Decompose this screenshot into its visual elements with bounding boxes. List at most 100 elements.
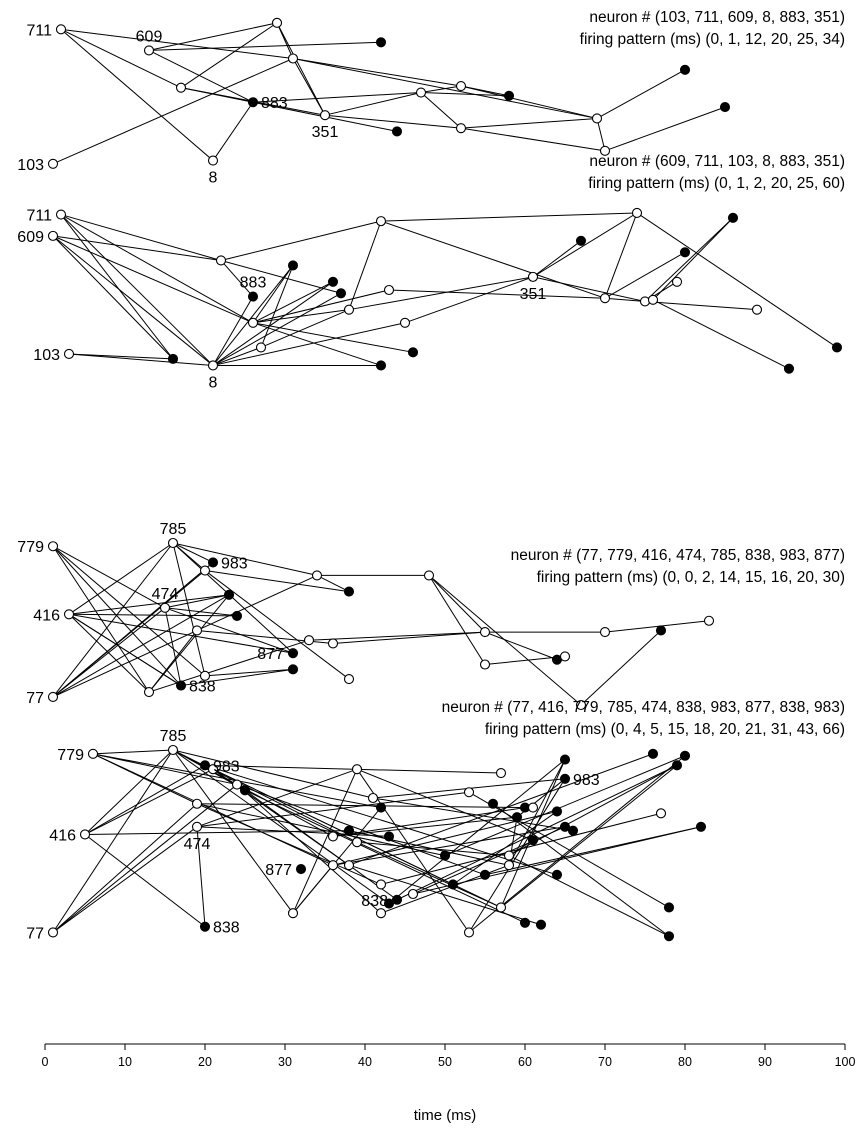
fired-neuron-dot — [447, 879, 459, 890]
edge-line — [204, 764, 558, 876]
neuron-dot — [207, 155, 219, 166]
edge-line — [92, 753, 238, 786]
neuron-dot — [311, 570, 323, 581]
neuron-dot — [167, 537, 179, 549]
neuron-dot — [255, 342, 267, 353]
edge-line — [68, 613, 150, 693]
neuron-dot — [631, 207, 643, 218]
edge-line — [148, 630, 198, 693]
edge-line — [308, 631, 486, 641]
neuron-label: 779 — [57, 747, 84, 764]
neuron-dot — [559, 651, 571, 662]
neuron-dot — [167, 744, 179, 756]
edge-line — [204, 668, 294, 677]
edge-line — [428, 575, 486, 633]
edge-line — [164, 594, 230, 609]
edge-line — [252, 265, 294, 324]
fired-neuron-dot — [575, 235, 587, 246]
fired-neuron-dot — [287, 664, 299, 675]
edge-line — [532, 276, 646, 302]
neuron-label: 883 — [261, 95, 288, 112]
edge-line — [332, 631, 486, 644]
edge-line — [148, 639, 310, 693]
neuron-label: 983 — [573, 772, 600, 789]
edge-line — [52, 542, 174, 698]
edge-line — [596, 69, 686, 119]
fired-neuron-dot — [391, 126, 403, 137]
edge-line — [196, 826, 390, 837]
fired-neuron-dot — [439, 850, 451, 861]
fired-neuron-dot — [287, 260, 299, 271]
edge-line — [180, 668, 294, 687]
x-axis-ticks: 0 10 20 30 40 50 60 70 80 90 100 — [42, 1044, 855, 1069]
fired-neuron-dot — [679, 750, 691, 761]
neuron-dot — [463, 927, 475, 938]
edge-line — [68, 353, 174, 360]
edge-line — [292, 768, 358, 914]
edge-line — [164, 607, 238, 617]
edge-line — [348, 220, 382, 310]
neuron-dot — [703, 615, 715, 626]
neuron-list-annotation: neuron # (77, 779, 416, 474, 785, 838, 9… — [511, 547, 845, 564]
neuron-dot — [343, 674, 355, 685]
neuron-dot — [463, 787, 475, 798]
edge-line — [196, 803, 534, 809]
neuron-dot — [343, 860, 355, 871]
firing-pattern-annotation: firing pattern (ms) (0, 1, 12, 20, 25, 3… — [580, 31, 845, 48]
neuron-dot — [599, 627, 611, 638]
neuron-dot — [231, 779, 243, 790]
edge-line — [172, 542, 294, 654]
neuron-list-annotation: neuron # (609, 711, 103, 8, 883, 351) — [589, 153, 845, 170]
edge-line — [260, 265, 294, 348]
edge-line — [532, 240, 582, 278]
edge-line — [388, 759, 566, 904]
neuron-dot — [383, 284, 395, 296]
x-tick-label: 80 — [678, 1055, 692, 1069]
edge-line — [484, 655, 566, 665]
fired-neuron-dot — [647, 748, 659, 759]
neuron-dot — [527, 802, 539, 813]
neuron-label: 351 — [312, 124, 339, 141]
neuron-dot — [751, 304, 763, 315]
edge-line — [196, 803, 446, 857]
edge-line — [332, 807, 526, 837]
edge-line — [252, 322, 414, 353]
neuron-dot — [143, 686, 155, 698]
neuron-dot — [327, 638, 339, 649]
neuron-dot — [47, 541, 59, 552]
neuron-dot — [159, 602, 171, 613]
x-axis-label: time (ms) — [414, 1107, 477, 1124]
fired-neuron-dot — [479, 869, 491, 880]
neuron-dot — [375, 908, 387, 919]
edge-line — [172, 749, 334, 837]
fired-neuron-dot — [335, 288, 347, 299]
neuron-label: 838 — [361, 893, 388, 910]
edge-line — [500, 759, 566, 908]
neuron-label: 711 — [26, 22, 52, 39]
neuron-dot — [639, 296, 651, 307]
edge-line — [180, 22, 278, 89]
edge-line — [60, 214, 254, 324]
fired-neuron-dot — [343, 825, 355, 836]
neuron-dot — [647, 294, 659, 305]
edge-line — [172, 749, 390, 905]
edge-line — [604, 106, 726, 152]
edge-line — [172, 542, 318, 576]
fired-neuron-dot — [231, 610, 243, 621]
edge-line — [52, 545, 150, 693]
panel-1: 711 103 609 8 883 351 neuron # (103, 711, 609,… — [17, 9, 845, 187]
edge-line — [196, 574, 318, 631]
edge-line — [460, 85, 598, 119]
edge-line — [92, 753, 334, 866]
edge-line — [492, 803, 670, 937]
fired-neuron-dot — [511, 812, 523, 823]
neuron-dot — [671, 276, 683, 287]
edge-line — [636, 212, 838, 348]
edge-line — [52, 784, 238, 933]
edge-line — [348, 276, 534, 311]
neuron-label: 838 — [213, 920, 240, 937]
edge-line — [52, 749, 174, 933]
neuron-label: 838 — [189, 679, 216, 696]
fired-neuron-dot — [519, 917, 531, 928]
